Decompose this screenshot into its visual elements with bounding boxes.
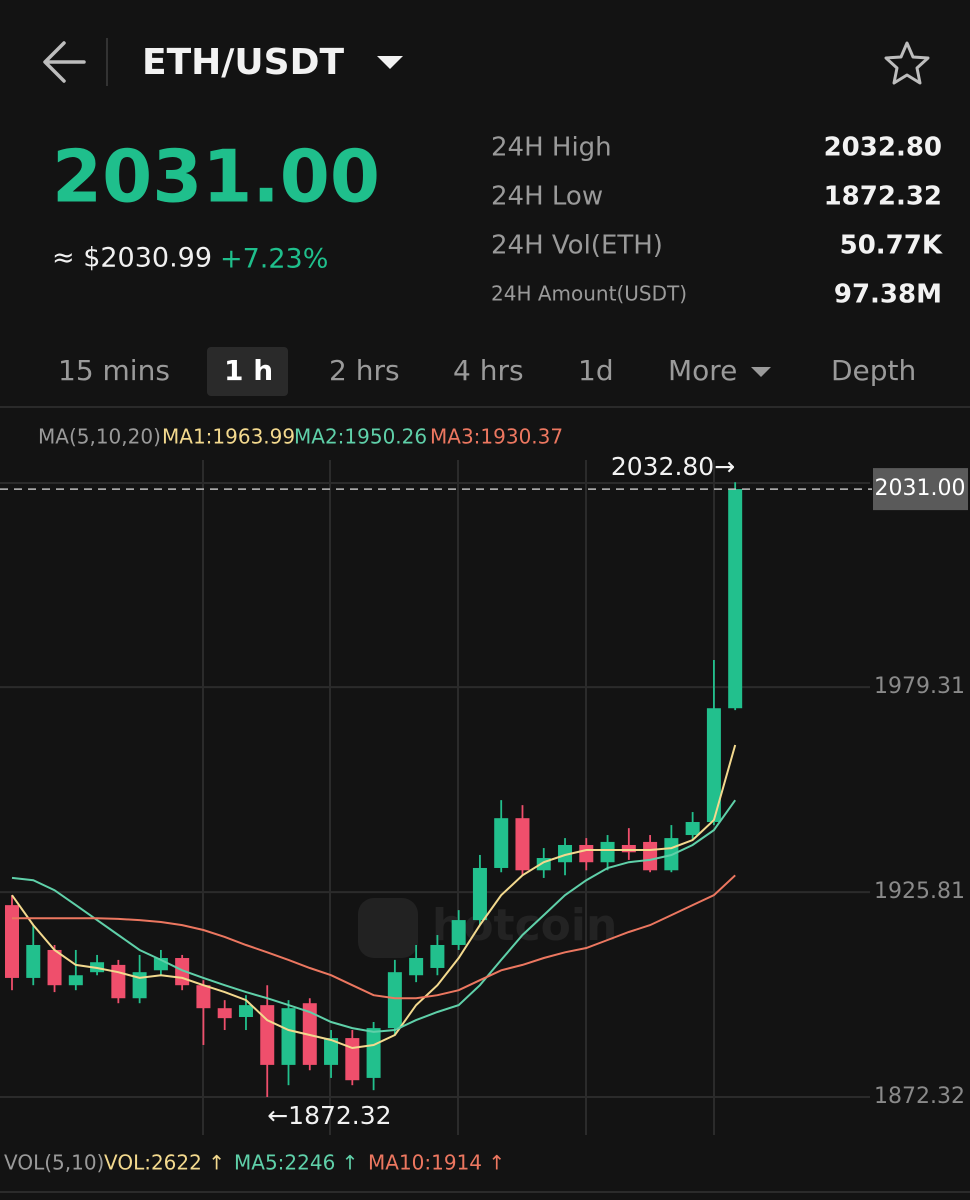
stat-label: 24H Vol(ETH) xyxy=(491,231,663,261)
watermark xyxy=(358,898,418,958)
candle-body xyxy=(366,1028,381,1078)
low-annotation: ←1872.32 xyxy=(267,1101,391,1130)
watermark-logo xyxy=(358,898,418,958)
candle-body xyxy=(47,949,62,986)
favorite-star[interactable] xyxy=(884,41,930,85)
candle-body xyxy=(132,972,147,999)
candle-body xyxy=(430,944,445,968)
candle-body xyxy=(494,818,509,868)
price-tag: 2031.00 xyxy=(875,476,966,501)
candle-body xyxy=(728,489,743,709)
tab[interactable]: 2 hrs xyxy=(329,354,400,387)
candle-body xyxy=(238,1005,253,1018)
stat-label: 24H High xyxy=(491,133,612,163)
candle-body xyxy=(5,905,19,978)
candle-body xyxy=(600,841,615,863)
stat-value: 2032.80 xyxy=(824,133,942,163)
candle-body xyxy=(281,1008,296,1065)
more-dropdown[interactable] xyxy=(751,367,771,377)
ma-line xyxy=(11,744,737,1050)
tab[interactable]: Depth xyxy=(831,354,916,387)
candle-body xyxy=(260,1005,275,1065)
candle-body xyxy=(472,867,487,921)
candle-body xyxy=(196,985,211,1009)
ma-legend-title: MA(5,10,20) xyxy=(38,425,161,449)
back-button[interactable] xyxy=(43,41,86,83)
vol-legend-title: VOL(5,10) xyxy=(4,1151,104,1175)
candle-body xyxy=(111,964,126,999)
y-tick-label: 1872.32 xyxy=(874,1084,965,1109)
tab[interactable]: 4 hrs xyxy=(453,354,524,387)
candle-body xyxy=(387,972,402,1029)
candle-body xyxy=(324,1038,339,1065)
y-tick-label: 1979.31 xyxy=(874,674,965,699)
stat-value: 97.38M xyxy=(834,280,942,310)
ma-line xyxy=(11,799,737,1033)
back-arrow[interactable] xyxy=(43,41,86,83)
tab[interactable]: 15 mins xyxy=(58,354,170,387)
y-tick-label: 1925.81 xyxy=(874,879,965,904)
stat-label: 24H Low xyxy=(491,182,603,212)
candle-body xyxy=(685,822,700,836)
vol-legend-ma10: MA10:1914 ↑ xyxy=(368,1151,505,1175)
stat-value: 50.77K xyxy=(840,231,943,261)
pair-dropdown[interactable] xyxy=(377,56,403,69)
last-price: 2031.00 xyxy=(52,135,380,219)
candle-body xyxy=(26,944,41,978)
tab[interactable]: More xyxy=(668,354,737,387)
stat-value: 1872.32 xyxy=(824,182,942,212)
candle-body xyxy=(643,841,658,871)
candle-body xyxy=(621,844,636,853)
ma-line xyxy=(12,874,736,1000)
pair-title[interactable]: ETH/USDT xyxy=(142,42,344,83)
ma-legend-item: MA2:1950.26 xyxy=(294,425,427,449)
candle-body xyxy=(579,844,594,863)
tab[interactable]: 1 h xyxy=(224,354,273,387)
candle-body xyxy=(706,708,721,823)
fiat-price: ≈ $2030.99 xyxy=(52,243,212,274)
high-annotation: 2032.80→ xyxy=(611,452,735,481)
ma-legend-item: MA1:1963.99 xyxy=(162,425,295,449)
vol-legend-vol: VOL:2622 ↑ xyxy=(104,1151,225,1175)
candle-body xyxy=(409,958,424,976)
tab[interactable]: 1d xyxy=(578,354,614,387)
vol-legend-ma5: MA5:2246 ↑ xyxy=(234,1151,358,1175)
candle-body xyxy=(68,975,83,986)
candle-body xyxy=(558,844,573,863)
candle-body xyxy=(515,818,530,871)
tab-active-bg[interactable] xyxy=(207,347,288,396)
candle-body xyxy=(451,920,466,945)
candle-body xyxy=(345,1038,360,1081)
price-change: +7.23% xyxy=(220,244,328,275)
price-tag-bg xyxy=(873,468,968,511)
ma-legend-item: MA3:1930.37 xyxy=(430,425,563,449)
candle-body xyxy=(217,1008,232,1019)
stat-label: 24H Amount(USDT) xyxy=(491,282,687,306)
